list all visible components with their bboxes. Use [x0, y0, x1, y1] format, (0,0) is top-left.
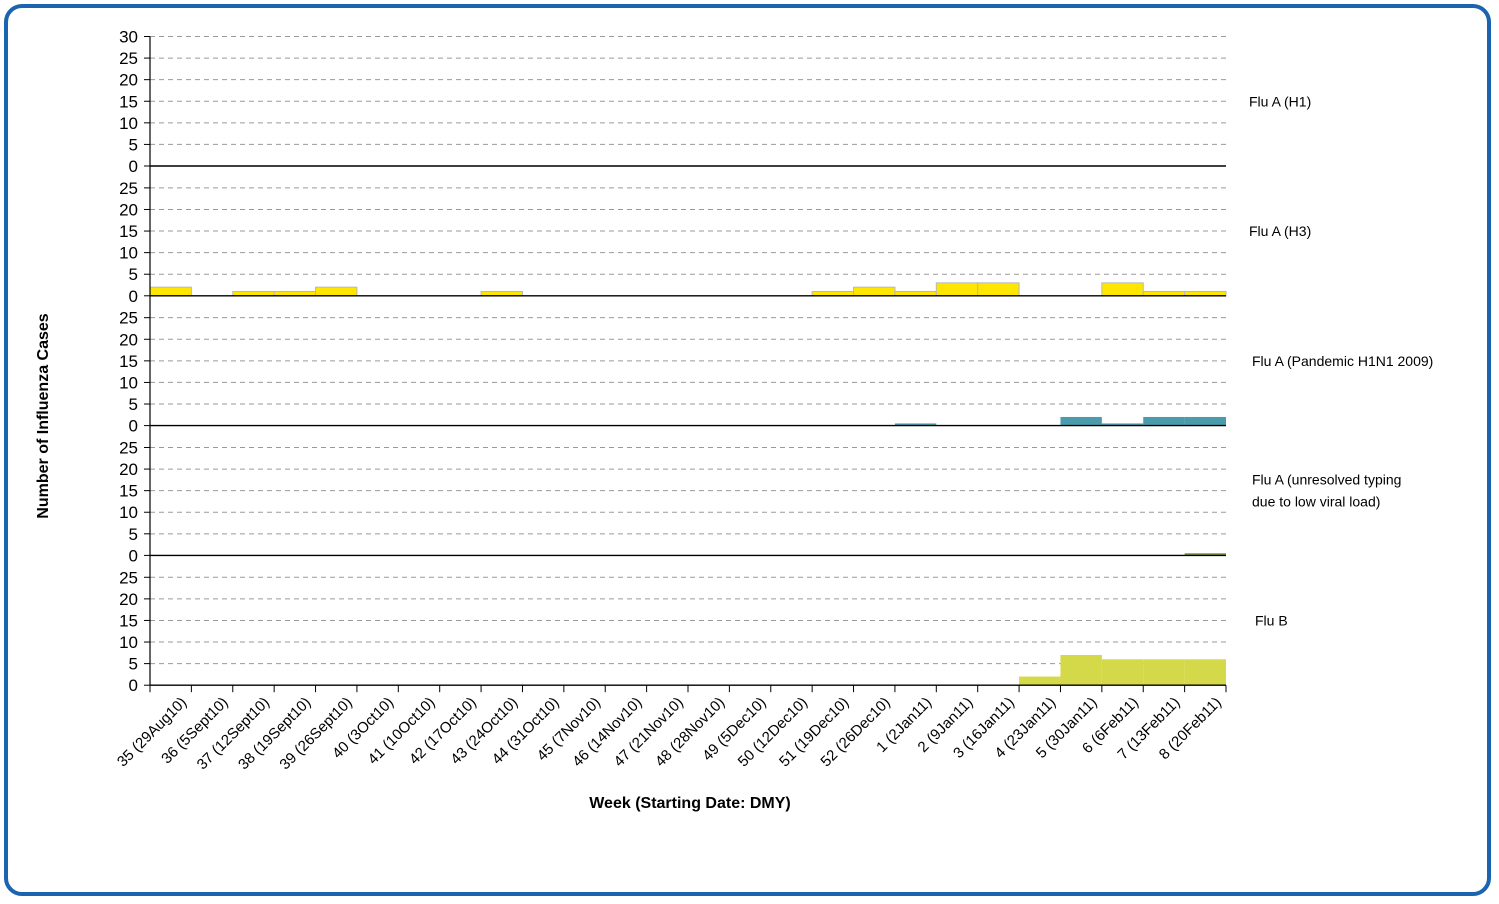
bar: [1101, 282, 1144, 297]
y-tick-label: 30: [119, 28, 138, 47]
y-tick-label: 15: [119, 222, 138, 241]
y-tick-label: 20: [119, 590, 138, 609]
bar: [894, 423, 937, 426]
bar: [1184, 553, 1226, 556]
series-label: due to low viral load): [1252, 494, 1380, 510]
y-tick-label: 20: [119, 200, 138, 219]
y-tick-label: 10: [119, 114, 138, 133]
y-tick-label: 10: [119, 244, 138, 263]
bar: [1101, 659, 1144, 686]
series-label: Flu A (H3): [1249, 223, 1311, 239]
y-tick-label: 25: [119, 568, 138, 587]
bar: [1184, 416, 1226, 426]
y-tick-label: 0: [129, 676, 138, 695]
bar: [1184, 659, 1226, 686]
bar: [149, 286, 192, 297]
bar: [1101, 423, 1144, 426]
series-label: Flu A (unresolved typing: [1252, 472, 1401, 488]
y-tick-label: 15: [119, 352, 138, 371]
x-tick-label: 35 (29Aug10): [114, 694, 190, 770]
bar: [1143, 416, 1185, 426]
bar: [1143, 659, 1185, 686]
x-tick-label: 38 (19Sept10): [235, 694, 314, 773]
series-label: Flu A (H1): [1249, 93, 1311, 109]
y-tick-label: 20: [119, 71, 138, 90]
labels: 30 25 20 15 10 5 0 Flu A (H1) 25 20 15 10 5 0 Flu A (H…: [114, 28, 1433, 774]
y-tick-label: 10: [119, 373, 138, 392]
bars: [149, 282, 1227, 686]
y-tick-label: 20: [119, 330, 138, 349]
y-tick-label: 0: [129, 417, 138, 436]
y-tick-label: 25: [119, 49, 138, 68]
y-tick-label: 0: [129, 546, 138, 565]
bar: [1060, 416, 1102, 426]
y-tick-label: 15: [119, 482, 138, 501]
y-tick-label: 10: [119, 633, 138, 652]
chart-frame: [4, 4, 1491, 896]
y-tick-label: 25: [119, 309, 138, 328]
y-tick-label: 15: [119, 611, 138, 630]
series-label: Flu A (Pandemic H1N1 2009): [1252, 353, 1433, 369]
bar: [977, 282, 1020, 297]
y-tick-label: 5: [129, 655, 138, 674]
axes: [144, 36, 1227, 693]
y-tick-label: 5: [129, 395, 138, 414]
y-tick-label: 5: [129, 135, 138, 154]
series-label: Flu B: [1255, 612, 1288, 628]
y-tick-label: 5: [129, 525, 138, 544]
bar: [853, 286, 896, 297]
x-tick-label: 37 (12Sept10): [194, 694, 273, 773]
bar: [315, 286, 358, 297]
y-tick-label: 0: [129, 287, 138, 306]
bar: [1019, 676, 1061, 686]
y-axis-title: Number of Influenza Cases: [35, 313, 52, 518]
y-tick-label: 15: [119, 92, 138, 111]
y-tick-label: 25: [119, 179, 138, 198]
y-tick-label: 25: [119, 438, 138, 457]
x-tick-label: 39 (26Sept10): [277, 694, 356, 773]
x-axis-title: Week (Starting Date: DMY): [589, 795, 791, 812]
gridlines: [150, 36, 1226, 665]
y-tick-label: 20: [119, 460, 138, 479]
bar: [935, 282, 979, 297]
bar: [1060, 654, 1102, 686]
y-tick-label: 5: [129, 265, 138, 284]
y-tick-label: 10: [119, 503, 138, 522]
y-tick-label: 0: [129, 157, 138, 176]
